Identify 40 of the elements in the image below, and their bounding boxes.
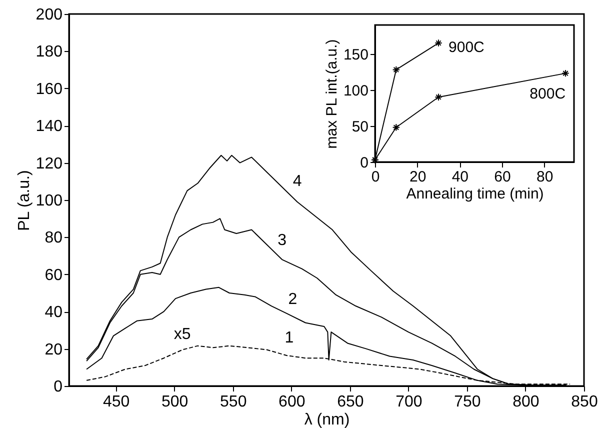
x-tick-label: 550 <box>220 394 247 410</box>
x-tick-label: 20 <box>409 168 426 186</box>
x-tick-label: 500 <box>161 394 188 410</box>
x-tick-label: 850 <box>571 394 598 410</box>
x-tick-label: 600 <box>278 394 306 410</box>
series-label: 3 <box>278 232 287 249</box>
series-label: 2 <box>288 290 298 308</box>
x-tick-label: 650 <box>337 394 364 410</box>
x-tick-label: 450 <box>102 394 130 410</box>
x-tick-label: 60 <box>494 168 511 186</box>
annotation: x5 <box>174 326 191 343</box>
y-tick-label: 40 <box>44 304 63 322</box>
y-axis-title: max PL int.(a.u.) <box>323 39 340 149</box>
y-tick-label: 0 <box>360 154 368 172</box>
y-tick-label: 100 <box>36 192 63 210</box>
y-tick-label: 200 <box>36 6 63 24</box>
x-tick-label: 40 <box>452 168 469 186</box>
y-tick-label: 60 <box>44 266 63 284</box>
y-tick-label: 120 <box>36 155 63 172</box>
y-tick-label: 0 <box>54 378 63 396</box>
series-label: 800C <box>530 85 566 102</box>
x-tick-label: 0 <box>371 168 380 186</box>
series-label: 1 <box>284 329 294 346</box>
y-tick-label: 180 <box>36 44 63 61</box>
series-label: 4 <box>292 172 302 190</box>
x-axis-title: λ (nm) <box>304 412 350 428</box>
series-label: 900C <box>448 39 485 56</box>
x-tick-label: 800 <box>512 394 540 410</box>
x-tick-label: 700 <box>396 394 422 410</box>
y-tick-label: 20 <box>44 341 63 358</box>
y-tick-label: 150 <box>343 46 368 64</box>
y-axis-title: PL (a.u.) <box>16 170 33 231</box>
y-tick-label: 100 <box>343 82 368 100</box>
y-tick-label: 160 <box>36 80 63 98</box>
y-tick-label: 50 <box>352 118 368 136</box>
y-tick-label: 140 <box>36 118 63 136</box>
x-tick-label: 80 <box>536 168 554 186</box>
x-tick-label: 750 <box>454 394 481 410</box>
x-axis-title: Annealing time (min) <box>406 186 544 202</box>
y-tick-label: 80 <box>44 230 63 247</box>
